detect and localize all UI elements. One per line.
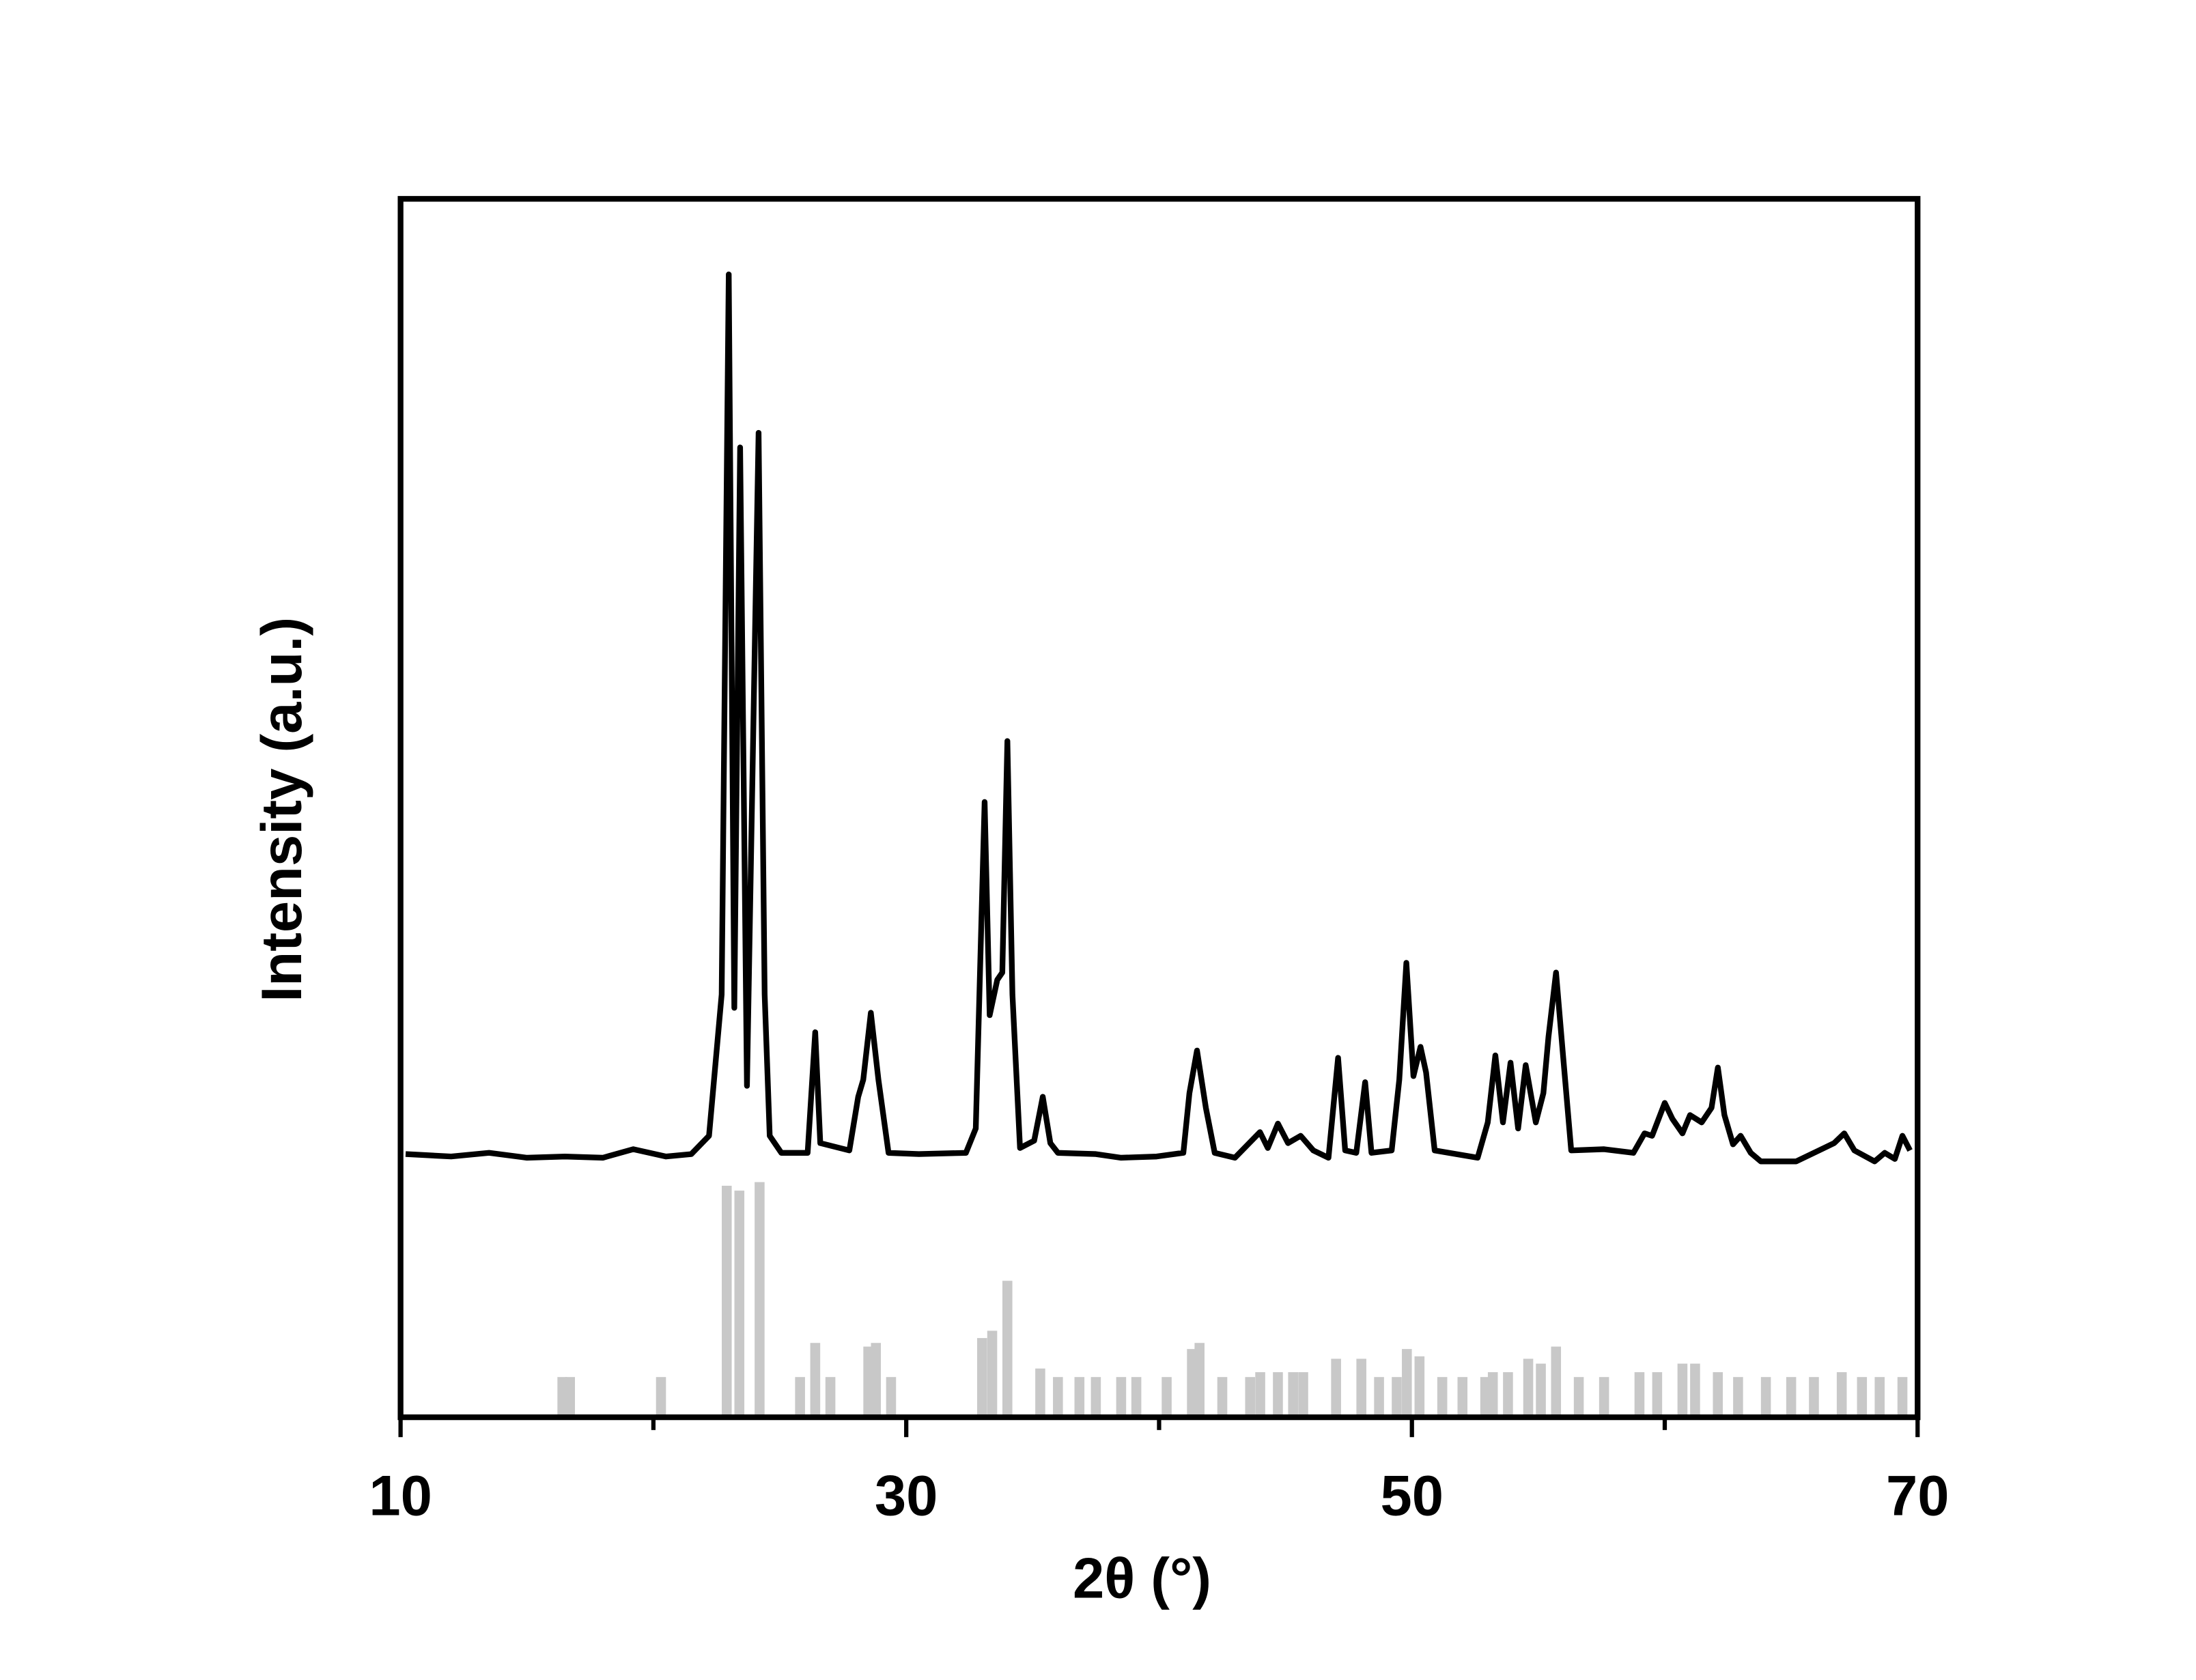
reference-bar [810, 1343, 821, 1418]
reference-bar [1090, 1377, 1101, 1418]
reference-bar [734, 1191, 745, 1418]
plot-frame [397, 196, 1921, 1421]
reference-bar [1437, 1377, 1448, 1418]
pattern-line [405, 271, 1913, 1165]
reference-bar [1786, 1377, 1797, 1418]
reference-bar [656, 1377, 666, 1418]
reference-bar [1402, 1349, 1412, 1418]
reference-bar [1187, 1349, 1197, 1418]
reference-bar [1053, 1377, 1063, 1418]
reference-bar [976, 1338, 987, 1418]
reference-bar [1713, 1372, 1723, 1418]
reference-bar [825, 1377, 836, 1418]
x-tick-label: 50 [1380, 1464, 1444, 1528]
reference-bar [1652, 1372, 1663, 1418]
reference-bar [1573, 1377, 1584, 1418]
reference-bar [565, 1377, 575, 1418]
reference-bar [863, 1346, 873, 1418]
reference-bar [1298, 1372, 1308, 1418]
reference-bar [1874, 1377, 1885, 1418]
reference-bar [1857, 1377, 1868, 1418]
reference-bar [987, 1330, 998, 1418]
reference-bar [1374, 1377, 1384, 1418]
reference-bar [1245, 1377, 1256, 1418]
reference-bar [1503, 1372, 1513, 1418]
y-axis-label: Intensity (a.u.) [250, 617, 313, 1002]
reference-bar [1255, 1372, 1265, 1418]
reference-bar [1273, 1372, 1283, 1418]
reference-bar [1116, 1377, 1127, 1418]
x-tick-label: 30 [875, 1464, 938, 1528]
reference-bar [886, 1377, 897, 1418]
reference-bar [1599, 1377, 1609, 1418]
reference-bar [1836, 1372, 1847, 1418]
reference-bar [1733, 1377, 1743, 1418]
reference-bar [557, 1377, 567, 1418]
reference-bar [1760, 1377, 1771, 1418]
reference-bar [1194, 1343, 1205, 1418]
reference-bar [1414, 1356, 1425, 1418]
reference-bar [1331, 1358, 1341, 1418]
reference-bar [1457, 1377, 1468, 1418]
reference-bar [1487, 1372, 1498, 1418]
reference-bar [1523, 1358, 1534, 1418]
reference-bar [721, 1185, 732, 1418]
reference-bar [1131, 1377, 1142, 1418]
reference-bar [1162, 1377, 1172, 1418]
reference-bar [1551, 1346, 1562, 1418]
x-tick-label: 10 [369, 1464, 432, 1528]
reference-bar [1809, 1377, 1819, 1418]
reference-bar [1677, 1363, 1688, 1418]
reference-bar [1897, 1377, 1908, 1418]
reference-bar [1392, 1377, 1402, 1418]
reference-bar [1634, 1372, 1645, 1418]
reference-bar [1217, 1377, 1228, 1418]
reference-bar [1002, 1281, 1013, 1418]
reference-bar [1536, 1363, 1546, 1418]
x-tick-label: 70 [1886, 1464, 1949, 1528]
reference-bar [755, 1182, 765, 1418]
reference-bar [1288, 1372, 1298, 1418]
x-axis-label: 2θ (°) [1073, 1546, 1211, 1610]
reference-bar [1356, 1358, 1366, 1418]
reference-bar [1035, 1368, 1045, 1418]
reference-bar [1480, 1377, 1491, 1418]
reference-bar [871, 1343, 882, 1418]
reference-bar [1690, 1363, 1700, 1418]
reference-bar [1074, 1377, 1085, 1418]
reference-bar [795, 1377, 805, 1418]
